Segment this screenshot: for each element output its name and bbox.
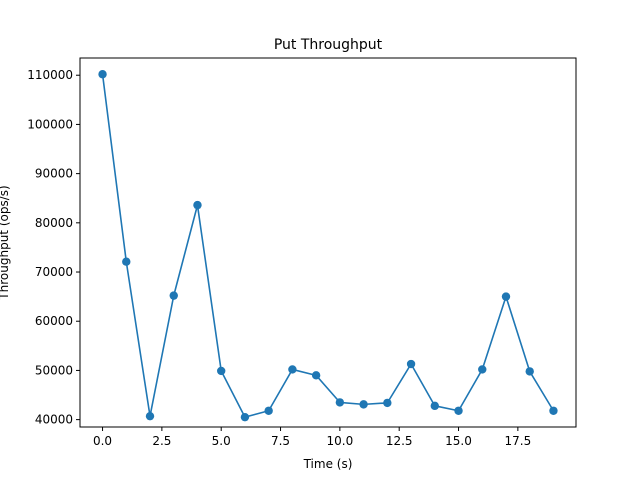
data-point (240, 412, 250, 422)
y-tick-label: 100000 (27, 117, 73, 131)
data-point (406, 359, 416, 369)
data-point (501, 292, 511, 301)
data-point (145, 411, 155, 421)
data-point (549, 406, 558, 415)
data-point (335, 398, 345, 407)
data-point (264, 406, 273, 415)
x-axis-label: Time (s) (303, 457, 353, 471)
y-axis-ticks: 40000 50000 60000 70000 80000 90000 100000 1100… (27, 68, 80, 427)
y-axis-label: Throughput (ops/s) (0, 185, 11, 300)
x-tick-label: 12.5 (386, 434, 413, 448)
data-point (98, 70, 107, 79)
x-tick-label: 17.5 (504, 434, 531, 448)
x-axis-ticks: 0.0 2.5 5.0 7.5 10.0 12.5 15.0 17.5 (93, 427, 531, 448)
data-point (288, 365, 297, 374)
data-point (193, 200, 202, 210)
y-tick-label: 60000 (35, 314, 73, 328)
plot-area-frame (79, 57, 577, 428)
y-tick-label: 90000 (35, 167, 73, 181)
data-point (430, 401, 439, 411)
x-tick-label: 10.0 (327, 434, 354, 448)
y-tick-label: 40000 (35, 413, 73, 427)
data-point (169, 291, 178, 300)
x-tick-label: 5.0 (212, 434, 231, 448)
data-point (478, 365, 487, 374)
y-tick-label: 50000 (35, 363, 73, 377)
y-tick-label: 110000 (27, 68, 73, 82)
x-tick-label: 15.0 (445, 434, 472, 448)
series-line (101, 74, 555, 418)
data-point (359, 400, 368, 409)
chart-title: Put Throughput (274, 37, 383, 53)
data-point (383, 398, 392, 408)
data-point (454, 406, 463, 415)
y-tick-label: 70000 (35, 265, 73, 279)
data-point (217, 366, 226, 376)
data-point (311, 371, 321, 380)
data-point (525, 367, 534, 376)
x-tick-label: 0.0 (93, 434, 112, 448)
y-tick-label: 80000 (35, 216, 73, 230)
x-tick-label: 7.5 (271, 434, 290, 448)
series-layer (98, 70, 558, 422)
data-point (122, 257, 131, 266)
x-tick-label: 2.5 (152, 434, 171, 448)
